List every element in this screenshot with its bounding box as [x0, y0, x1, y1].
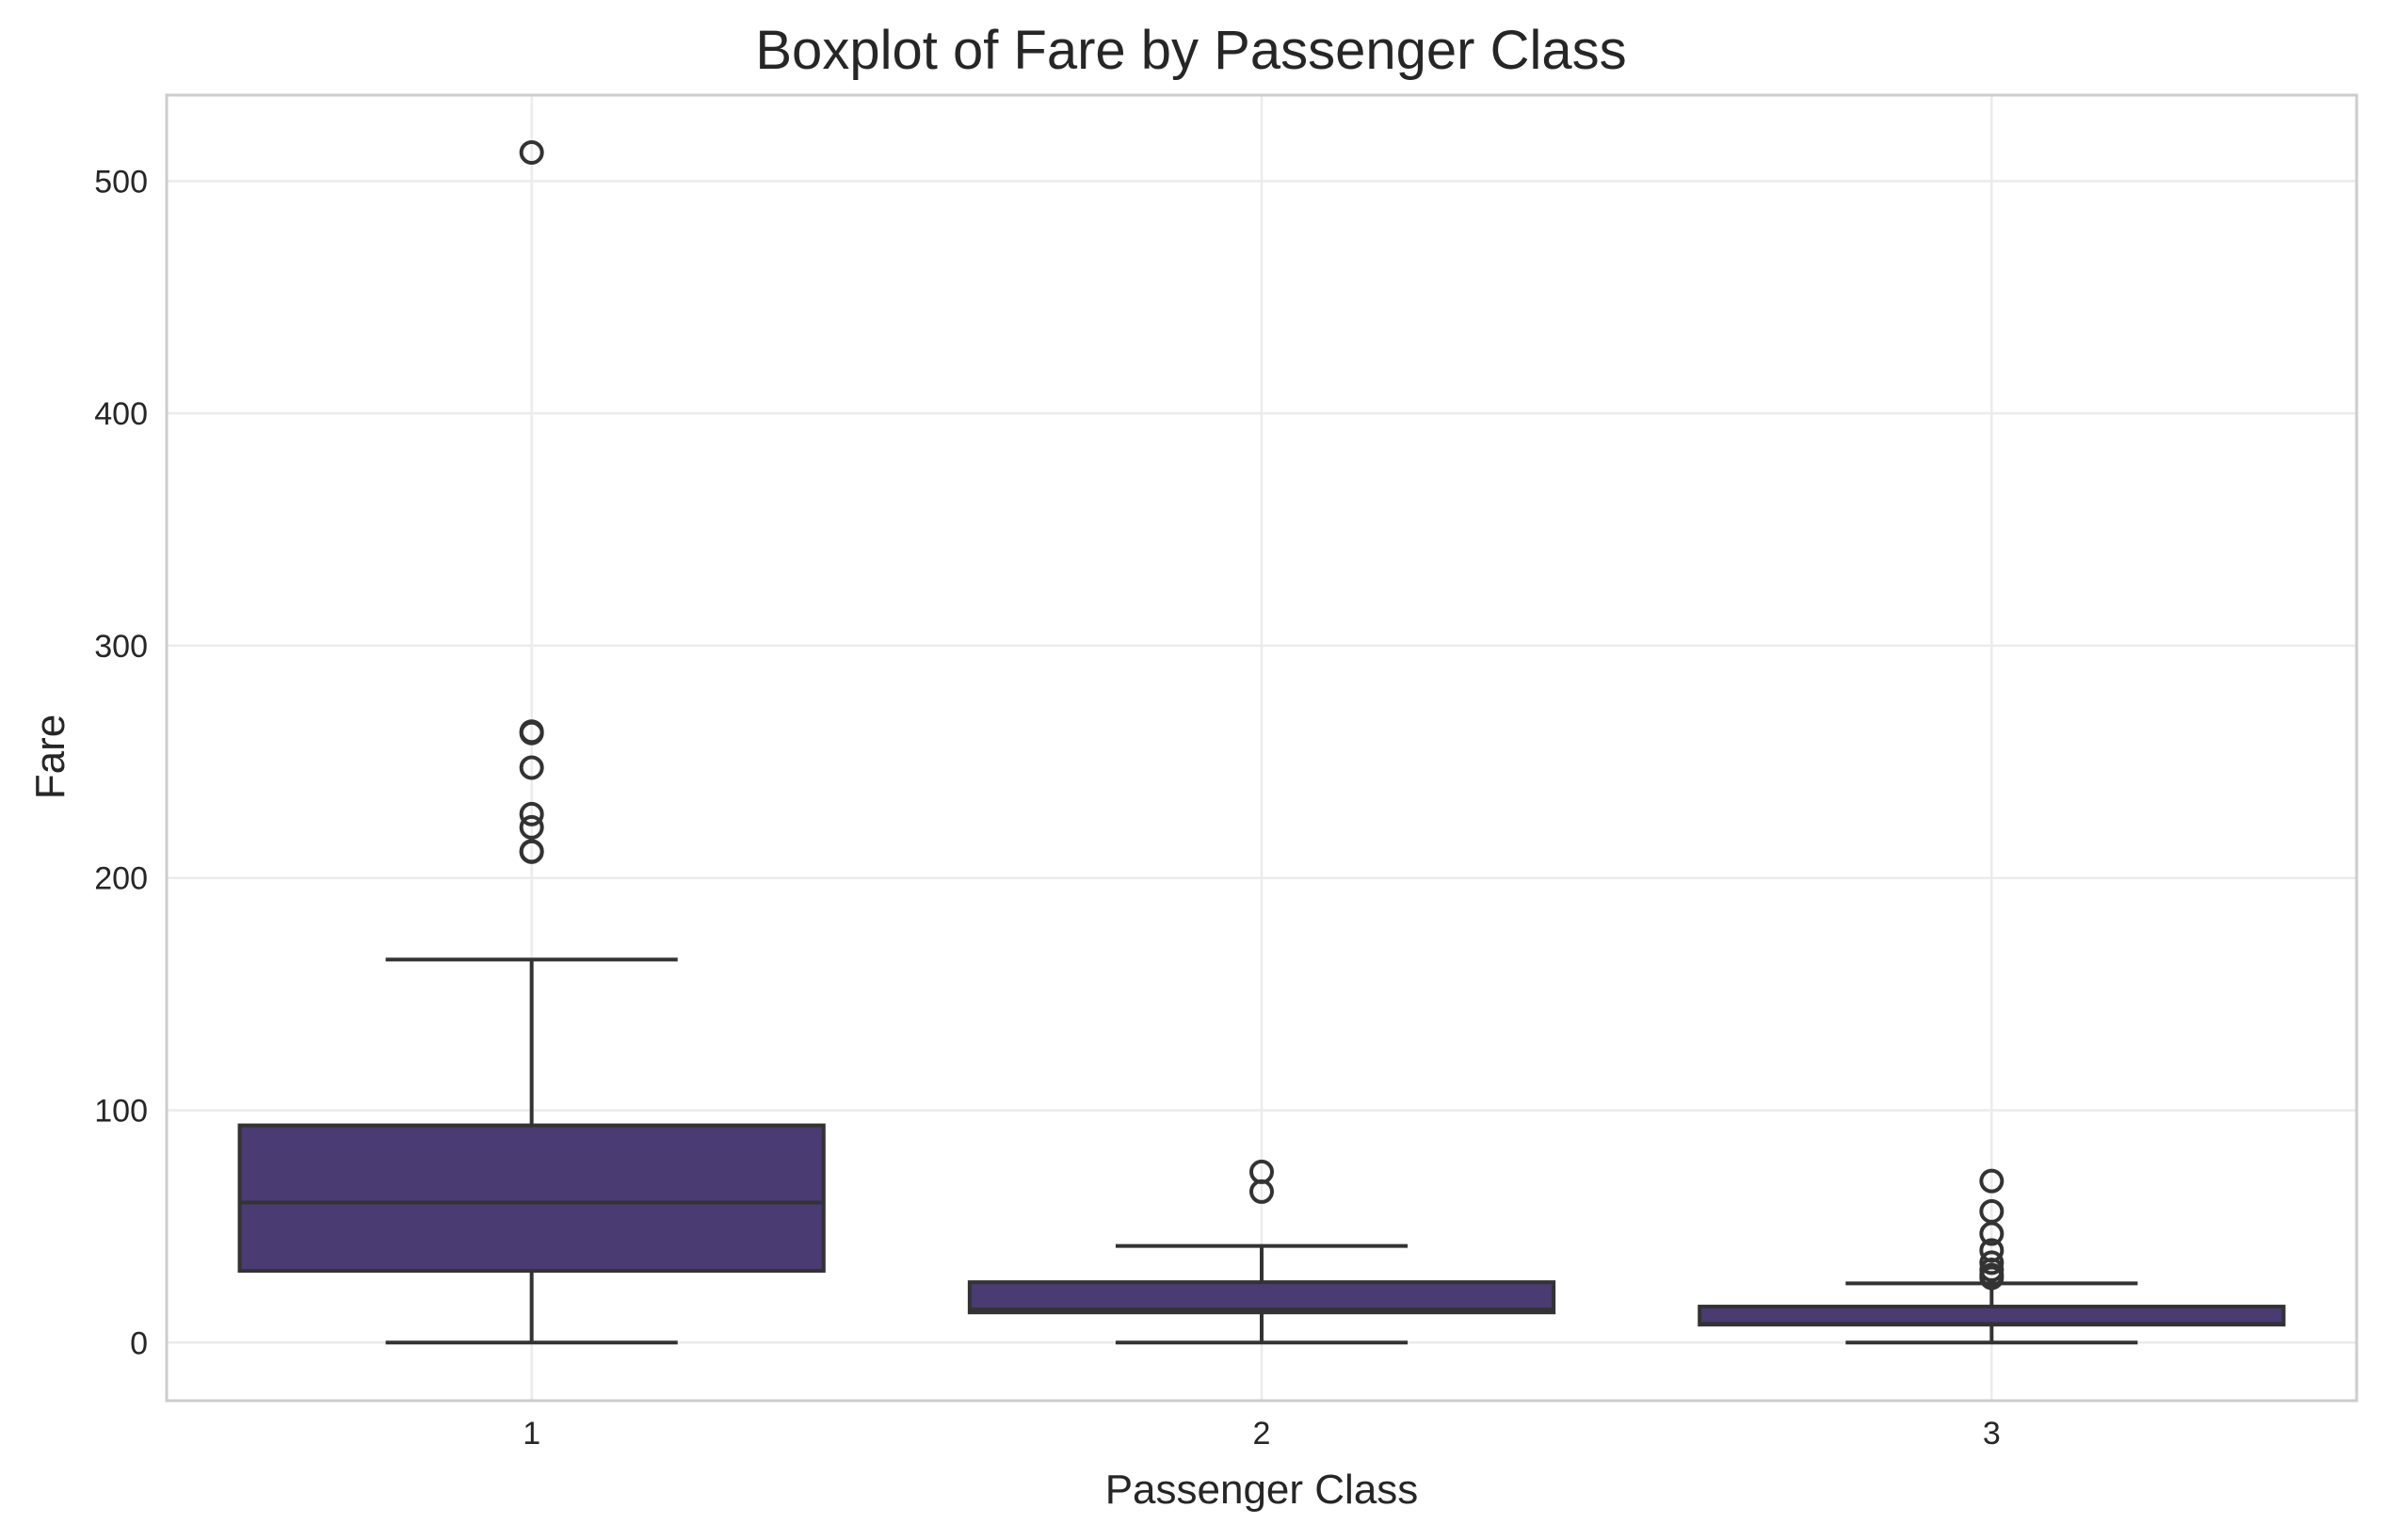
x-tick-label: 2 — [1253, 1416, 1271, 1452]
outlier-point — [519, 755, 544, 780]
chart-title: Boxplot of Fare by Passenger Class — [755, 20, 1626, 81]
iqr-box — [1698, 1305, 2286, 1327]
plot-frame — [165, 93, 2359, 1403]
y-tick-label: 0 — [130, 1325, 148, 1361]
x-tick-label: 3 — [1983, 1416, 2001, 1452]
outlier-point — [519, 720, 544, 746]
y-tick-label: 500 — [94, 164, 148, 200]
box-class-3 — [1698, 1168, 2286, 1345]
y-tick-label: 100 — [94, 1094, 148, 1130]
y-tick-label: 300 — [94, 629, 148, 665]
outlier-point — [1979, 1168, 2005, 1194]
x-tick-label: 1 — [523, 1416, 540, 1452]
y-tick-label: 200 — [94, 861, 148, 897]
outlier-point — [519, 801, 544, 826]
box-series — [237, 139, 2286, 1345]
outlier-point — [519, 139, 544, 165]
outlier-point — [519, 814, 544, 840]
x-axis-label: Passenger Class — [1105, 1467, 1419, 1513]
iqr-box — [967, 1280, 1556, 1315]
box-class-2 — [967, 1159, 1556, 1345]
y-tick-label: 400 — [94, 396, 148, 432]
outlier-point — [1979, 1250, 2005, 1275]
y-axis-label: Fare — [27, 714, 73, 799]
outlier-point — [1249, 1179, 1274, 1204]
tick-labels: 0 100 200 300 400 500 1 2 3 — [94, 164, 2001, 1452]
outlier-point — [1979, 1265, 2005, 1291]
box-class-1 — [237, 139, 826, 1345]
iqr-box — [237, 1123, 826, 1274]
outlier-point — [1979, 1221, 2005, 1246]
outlier-point — [519, 839, 544, 864]
